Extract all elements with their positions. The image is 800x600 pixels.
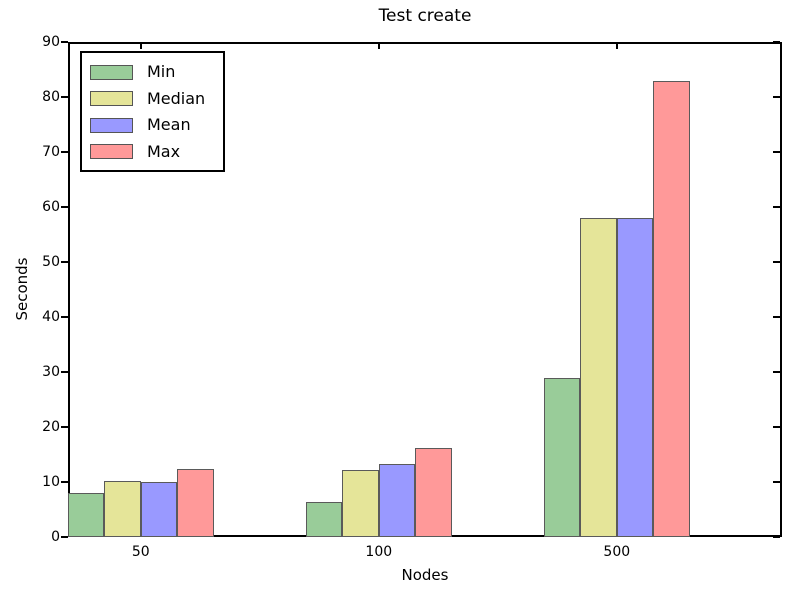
y-tick-left <box>61 371 68 373</box>
bar-max-50 <box>177 469 214 537</box>
legend-item-mean: Mean <box>90 112 215 139</box>
bar-mean-50 <box>140 482 178 537</box>
bar-min-500 <box>544 377 581 537</box>
y-tick-left <box>61 481 68 483</box>
legend-item-max: Max <box>90 139 215 166</box>
y-tick-right <box>773 96 780 98</box>
y-tick-label: 30 <box>42 364 60 380</box>
legend-label-median: Median <box>147 88 206 108</box>
bar-median-500 <box>580 218 617 537</box>
bar-median-50 <box>104 481 141 537</box>
y-tick-left <box>61 426 68 428</box>
y-tick-right <box>773 261 780 263</box>
bar-median-100 <box>342 470 379 537</box>
x-tick-top <box>615 42 618 49</box>
y-tick-right <box>773 151 780 153</box>
chart-title: Test create <box>378 6 472 26</box>
y-tick-left <box>61 41 68 43</box>
y-tick-right <box>773 41 780 43</box>
bar-mean-500 <box>616 218 654 537</box>
y-tick-left <box>61 206 68 208</box>
x-tick-label: 50 <box>131 544 150 560</box>
bar-max-500 <box>653 80 690 537</box>
y-tick-right <box>773 481 780 483</box>
bar-min-100 <box>306 501 343 537</box>
y-tick-right <box>773 426 780 428</box>
y-tick-label: 60 <box>42 199 60 215</box>
y-tick-right <box>773 206 780 208</box>
y-tick-label: 50 <box>42 254 60 270</box>
y-tick-right <box>773 536 780 538</box>
y-axis-label: Seconds <box>13 257 31 321</box>
x-axis-label: Nodes <box>401 566 449 584</box>
bar-mean-100 <box>378 463 416 537</box>
bar-max-100 <box>415 447 452 537</box>
legend-item-min: Min <box>90 59 215 86</box>
y-tick-label: 10 <box>42 474 60 490</box>
legend-item-median: Median <box>90 86 215 113</box>
x-tick-label: 500 <box>603 544 631 560</box>
y-tick-label: 90 <box>42 34 60 50</box>
y-tick-left <box>61 316 68 318</box>
legend-swatch-mean <box>90 117 133 133</box>
legend-label-max: Max <box>147 141 181 161</box>
y-tick-left <box>61 96 68 98</box>
legend: Min Median Mean Max <box>80 51 225 172</box>
y-tick-label: 0 <box>51 529 60 545</box>
x-tick-top <box>377 42 380 49</box>
legend-label-min: Min <box>147 62 176 82</box>
x-tick-top <box>139 42 142 49</box>
y-tick-right <box>773 371 780 373</box>
legend-swatch-max <box>90 144 133 160</box>
y-tick-label: 40 <box>42 309 60 325</box>
x-tick-label: 100 <box>365 544 393 560</box>
legend-label-mean: Mean <box>147 115 191 135</box>
legend-swatch-median <box>90 91 133 107</box>
y-tick-label: 80 <box>42 89 60 105</box>
bar-min-50 <box>68 493 105 537</box>
y-tick-label: 20 <box>42 419 60 435</box>
y-tick-left <box>61 261 68 263</box>
y-tick-left <box>61 151 68 153</box>
y-tick-left <box>61 536 68 538</box>
y-tick-label: 70 <box>42 144 60 160</box>
y-tick-right <box>773 316 780 318</box>
legend-swatch-min <box>90 64 133 80</box>
